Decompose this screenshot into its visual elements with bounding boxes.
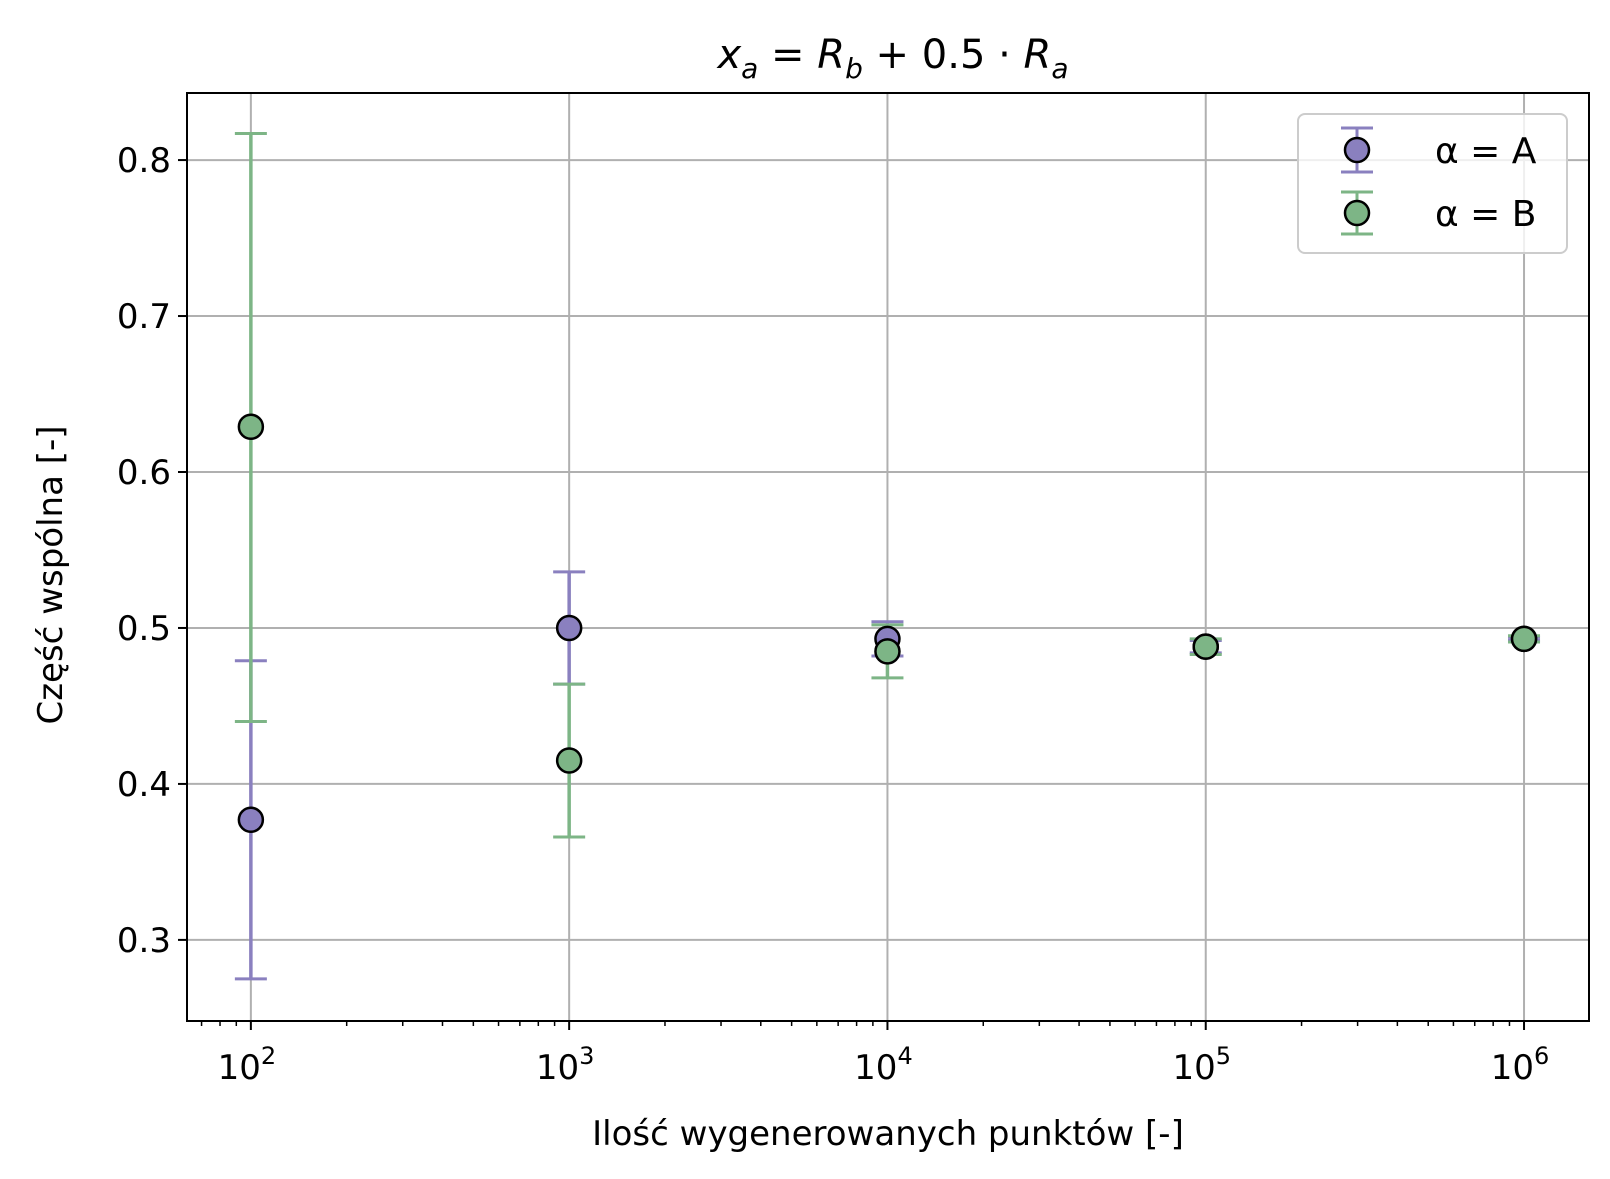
y-tick-label: 0.7 [117,297,171,337]
legend-entry-b: α = B [1341,190,1536,236]
data-point [237,413,265,441]
legend-label-a: α = A [1435,131,1537,172]
data-point [237,806,265,834]
x-tick-label: 104 [854,1042,913,1088]
data-point [874,638,901,665]
x-tick-label: 103 [536,1042,595,1088]
x-tick-label: 102 [218,1042,277,1088]
plot-series [234,132,1541,981]
y-tick-label: 0.3 [117,921,171,961]
x-tick-label: 105 [1172,1042,1231,1088]
legend-marker-a [1343,136,1371,164]
legend-entry-a: α = A [1341,126,1537,174]
y-tick-label: 0.8 [117,141,171,181]
y-tick-label: 0.4 [117,765,171,805]
chart-title: xa = Rb + 0.5 · Ra [715,32,1068,85]
legend-marker-b [1343,199,1371,227]
markers-b [237,413,1538,774]
y-axis-label: Część wspólna [-] [31,425,71,724]
x-axis-label: Ilość wygenerowanych punktów [-] [592,1114,1184,1154]
data-point [555,747,583,774]
x-tick-label: 106 [1491,1042,1550,1088]
data-point [1510,625,1538,653]
legend: α = A α = B [1297,113,1568,254]
data-point [1192,633,1219,660]
data-point [555,614,583,642]
axis-ticks: 0.3 0.4 0.5 0.6 0.7 0.8 102 103 104 105 106 [117,141,1549,1088]
legend-label-b: α = B [1435,194,1536,235]
y-tick-label: 0.5 [117,609,171,649]
y-tick-label: 0.6 [117,453,171,493]
